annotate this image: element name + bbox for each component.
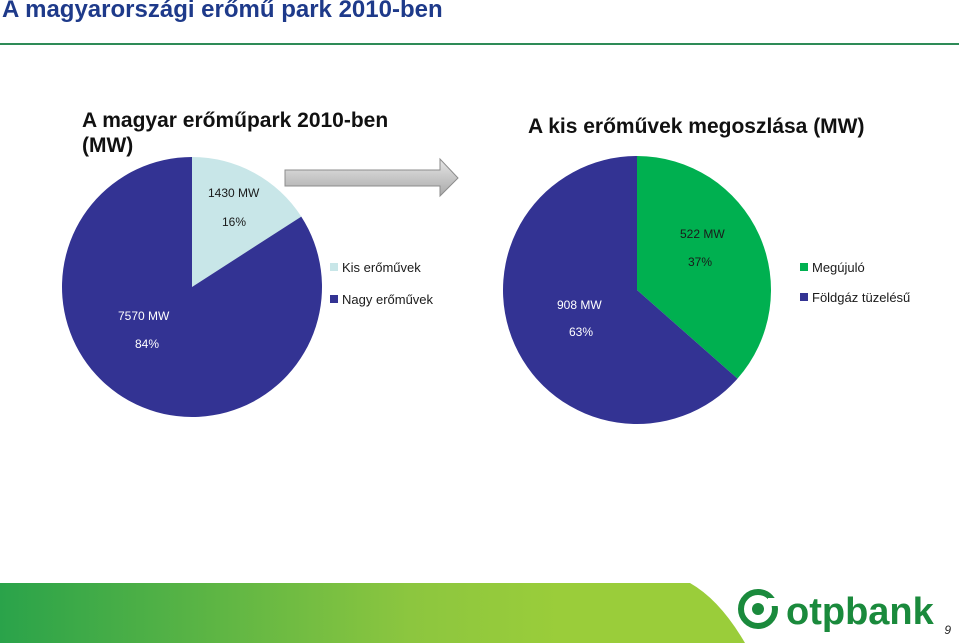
pie-slice-nagy-eromuvek xyxy=(62,157,323,417)
pie-slice-foldgaz xyxy=(502,156,738,424)
legend-right: Megújuló Földgáz tüzelésű xyxy=(800,260,910,305)
data-label-megujulo-percent: 37% xyxy=(688,255,712,269)
brand-name: otpbank xyxy=(786,591,935,633)
otpbank-logo: otpbank xyxy=(738,589,935,633)
legend-swatch-kis xyxy=(330,263,338,271)
legend-label-foldgaz: Földgáz tüzelésű xyxy=(812,290,910,305)
chart-title-right: A kis erőművek megoszlása (MW) xyxy=(528,115,865,138)
legend-label-nagy: Nagy erőművek xyxy=(342,292,434,307)
data-label-kis-value: 1430 MW xyxy=(208,186,260,200)
right-arrow-icon xyxy=(284,157,459,198)
pie-slice-megujulo xyxy=(637,156,771,379)
chart-title-left: A magyar erőműpark 2010-ben (MW) xyxy=(82,108,388,158)
pie-chart-left: 1430 MW 16% 7570 MW 84% xyxy=(62,157,323,417)
data-label-nagy-value: 7570 MW xyxy=(118,309,170,323)
data-label-megujulo-value: 522 MW xyxy=(680,227,725,241)
footer-band xyxy=(0,583,745,643)
legend-swatch-megujulo xyxy=(800,263,808,271)
data-label-kis-percent: 16% xyxy=(222,215,246,229)
legend-label-kis: Kis erőművek xyxy=(342,260,421,275)
page-number: 9 xyxy=(944,623,951,637)
data-label-foldgaz-value: 908 MW xyxy=(557,298,602,312)
chart-title-left-line-1: A magyar erőműpark 2010-ben xyxy=(82,109,389,132)
pie-chart-right: 522 MW 37% 908 MW 63% xyxy=(502,156,771,424)
pie-slice-kis-eromuvek xyxy=(192,157,302,287)
legend-label-megujulo: Megújuló xyxy=(812,260,865,275)
title-divider xyxy=(0,43,959,45)
legend-left: Kis erőművek Nagy erőművek xyxy=(330,260,434,307)
legend-swatch-nagy xyxy=(330,295,338,303)
legend-swatch-foldgaz xyxy=(800,293,808,301)
data-label-nagy-percent: 84% xyxy=(135,337,159,351)
slide-title: A magyarországi erőmű park 2010-ben xyxy=(2,0,443,23)
chart-title-left-line-2: (MW) xyxy=(82,134,134,157)
data-label-foldgaz-percent: 63% xyxy=(569,325,593,339)
